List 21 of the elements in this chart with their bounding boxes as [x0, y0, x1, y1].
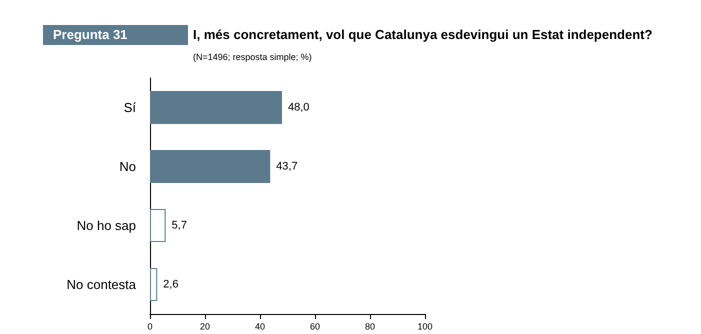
- chart-subtitle: (N=1496; resposta simple; %): [193, 52, 312, 62]
- data-label: 43,7: [276, 160, 298, 172]
- x-tick-label: 40: [254, 322, 266, 332]
- y-tick-label: Sí: [124, 100, 136, 115]
- x-tick-label: 0: [147, 322, 153, 332]
- data-label: 2,6: [163, 278, 178, 290]
- x-tick-label: 100: [417, 322, 433, 332]
- bar: [150, 91, 282, 124]
- text: Pregunta 31: [43, 25, 188, 45]
- y-tick-label: No ho sap: [76, 218, 136, 233]
- x-tick-label: 20: [200, 322, 210, 332]
- bar: [150, 209, 166, 242]
- x-tick-label: 80: [364, 322, 376, 332]
- bar: [150, 268, 158, 301]
- chart-title: I, més concretament, vol que Catalunya esdevingui un Estat independent?: [193, 27, 652, 42]
- x-tick-label: 60: [310, 322, 320, 332]
- y-tick-label: No: [119, 159, 136, 174]
- y-tick-label: No contesta: [66, 277, 137, 292]
- data-label: 5,7: [172, 220, 187, 232]
- data-label: 48,0: [288, 102, 310, 114]
- bar: [150, 150, 270, 183]
